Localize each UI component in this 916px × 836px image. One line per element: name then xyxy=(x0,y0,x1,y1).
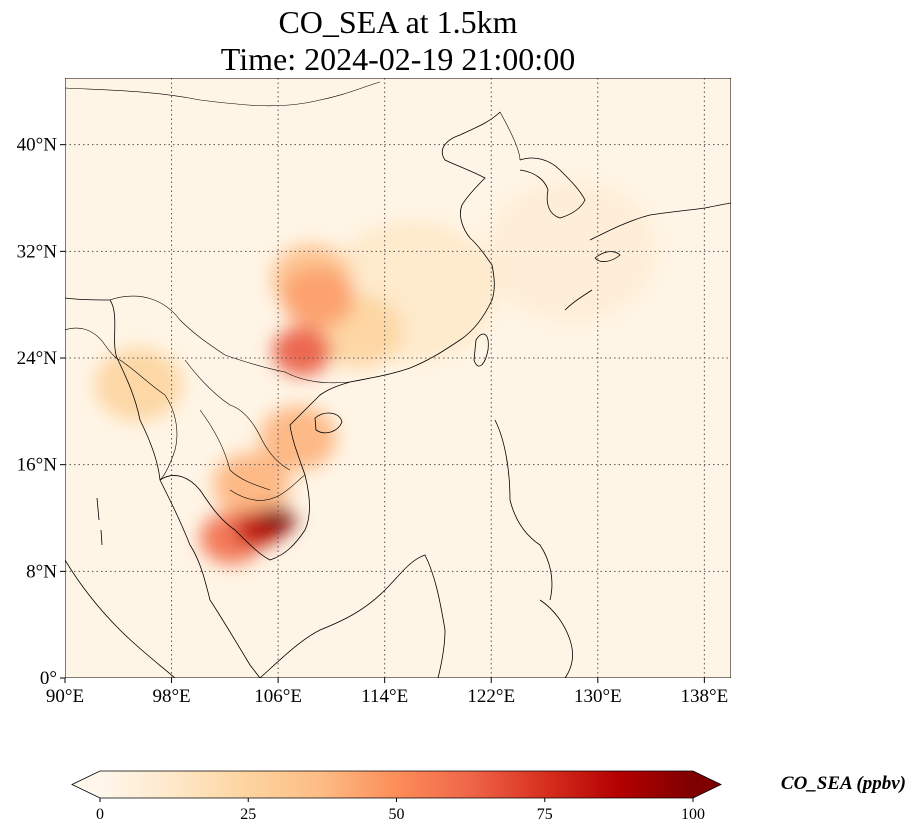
coastline-sumatra xyxy=(65,559,176,678)
border-china-south xyxy=(109,295,351,384)
gridlines xyxy=(65,78,731,678)
border-thailand-cambodia xyxy=(199,409,271,491)
border-cambodia-vietnam xyxy=(229,474,306,501)
colorbar-body xyxy=(71,770,722,799)
colorbar-tick-label: 50 xyxy=(389,806,405,823)
x-tick-label: 138°E xyxy=(681,686,729,707)
y-tick-label: 40°N xyxy=(17,135,58,156)
y-tick-label: 8°N xyxy=(26,561,57,582)
colorbar-tick-label: 75 xyxy=(537,806,553,823)
colorbar-tick-label: 25 xyxy=(240,806,256,823)
coastline-south-china xyxy=(349,111,501,383)
coastline-asia-mainland xyxy=(65,297,261,678)
x-tick-label: 98°E xyxy=(152,686,190,707)
x-axis: 90°E 98°E 106°E 114°E 122°E 130°E 138°E xyxy=(46,678,728,707)
y-tick-label: 16°N xyxy=(17,455,58,476)
chart-subtitle: Time: 2024-02-19 21:00:00 xyxy=(221,41,575,77)
coastline-korea xyxy=(519,157,586,219)
border-laos xyxy=(184,359,291,471)
co-plume xyxy=(272,326,332,376)
x-tick-label: 130°E xyxy=(574,686,622,707)
x-tick-label: 122°E xyxy=(467,686,515,707)
map-area xyxy=(65,78,731,678)
country-borders xyxy=(65,81,521,501)
coastline-luzon xyxy=(494,419,553,601)
y-tick-label: 24°N xyxy=(17,348,58,369)
co-plume xyxy=(213,452,290,517)
coastline-hainan xyxy=(314,412,343,434)
border-myanmar-thailand xyxy=(119,359,178,481)
coastline-japan xyxy=(564,202,731,311)
x-tick-label: 114°E xyxy=(361,686,408,707)
x-tick-label: 106°E xyxy=(254,686,302,707)
coastline-andaman xyxy=(96,497,103,546)
colorbar-tick-label: 0 xyxy=(96,806,104,823)
coastline-gulf-thailand xyxy=(159,381,351,561)
y-tick-label: 32°N xyxy=(17,241,58,262)
colorbar: 0 25 50 75 100 CO_SEA (ppbv) xyxy=(71,770,906,823)
y-axis: 0° 8°N 16°N 24°N 32°N 40°N xyxy=(17,135,65,689)
co-plume xyxy=(259,406,337,470)
coastline-taiwan xyxy=(473,333,489,367)
colorbar-label: CO_SEA (ppbv) xyxy=(781,773,906,794)
border-india-myanmar xyxy=(65,327,121,361)
co-plume xyxy=(94,348,183,422)
coastline-mindanao xyxy=(539,599,573,678)
y-tick-label: 0° xyxy=(40,668,57,689)
chart-title: CO_SEA at 1.5km xyxy=(278,4,517,40)
border-korea-china xyxy=(499,111,521,161)
border-china-mongolia xyxy=(65,81,381,107)
colorbar-tick-label: 100 xyxy=(681,806,705,823)
co-plume xyxy=(261,506,295,535)
x-tick-label: 90°E xyxy=(46,686,84,707)
co-plume xyxy=(281,267,355,329)
co-field xyxy=(94,179,658,564)
co-plume xyxy=(485,179,658,323)
colorbar-ticks: 0 25 50 75 100 xyxy=(96,798,705,823)
